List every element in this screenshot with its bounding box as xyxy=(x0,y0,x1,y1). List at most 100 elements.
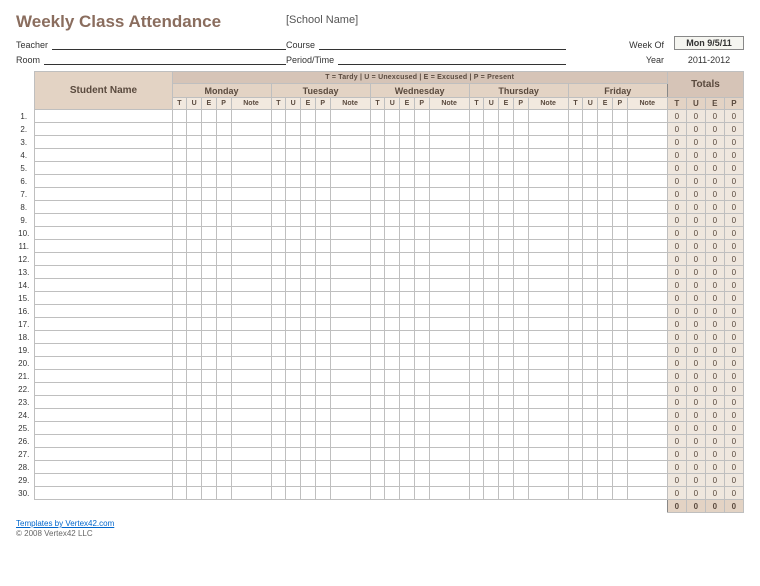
attendance-cell[interactable] xyxy=(385,253,400,266)
attendance-cell[interactable] xyxy=(400,279,415,292)
attendance-cell[interactable] xyxy=(484,162,499,175)
attendance-cell[interactable] xyxy=(231,448,271,461)
attendance-cell[interactable] xyxy=(231,461,271,474)
attendance-cell[interactable] xyxy=(429,461,469,474)
attendance-cell[interactable] xyxy=(414,396,429,409)
attendance-cell[interactable] xyxy=(513,344,528,357)
attendance-cell[interactable] xyxy=(484,110,499,123)
attendance-cell[interactable] xyxy=(400,305,415,318)
attendance-cell[interactable] xyxy=(187,409,202,422)
attendance-cell[interactable] xyxy=(414,383,429,396)
attendance-cell[interactable] xyxy=(330,149,370,162)
attendance-cell[interactable] xyxy=(315,448,330,461)
attendance-cell[interactable] xyxy=(172,253,187,266)
attendance-cell[interactable] xyxy=(187,292,202,305)
attendance-cell[interactable] xyxy=(627,422,667,435)
attendance-cell[interactable] xyxy=(330,396,370,409)
attendance-cell[interactable] xyxy=(568,370,583,383)
attendance-cell[interactable] xyxy=(568,474,583,487)
attendance-cell[interactable] xyxy=(301,370,316,383)
attendance-cell[interactable] xyxy=(370,370,385,383)
attendance-cell[interactable] xyxy=(528,162,568,175)
attendance-cell[interactable] xyxy=(484,240,499,253)
attendance-cell[interactable] xyxy=(216,461,231,474)
student-name-cell[interactable] xyxy=(35,305,172,318)
attendance-cell[interactable] xyxy=(429,110,469,123)
attendance-cell[interactable] xyxy=(231,162,271,175)
attendance-cell[interactable] xyxy=(528,253,568,266)
attendance-cell[interactable] xyxy=(187,279,202,292)
attendance-cell[interactable] xyxy=(583,149,598,162)
attendance-cell[interactable] xyxy=(315,461,330,474)
attendance-cell[interactable] xyxy=(499,162,514,175)
attendance-cell[interactable] xyxy=(499,136,514,149)
attendance-cell[interactable] xyxy=(231,435,271,448)
attendance-cell[interactable] xyxy=(216,227,231,240)
attendance-cell[interactable] xyxy=(414,331,429,344)
attendance-cell[interactable] xyxy=(499,422,514,435)
attendance-cell[interactable] xyxy=(583,292,598,305)
attendance-cell[interactable] xyxy=(216,123,231,136)
attendance-cell[interactable] xyxy=(429,292,469,305)
attendance-cell[interactable] xyxy=(627,344,667,357)
attendance-cell[interactable] xyxy=(370,175,385,188)
attendance-cell[interactable] xyxy=(568,175,583,188)
attendance-cell[interactable] xyxy=(583,383,598,396)
attendance-cell[interactable] xyxy=(429,344,469,357)
attendance-cell[interactable] xyxy=(172,461,187,474)
attendance-cell[interactable] xyxy=(370,435,385,448)
attendance-cell[interactable] xyxy=(414,240,429,253)
attendance-cell[interactable] xyxy=(568,253,583,266)
attendance-cell[interactable] xyxy=(172,188,187,201)
attendance-cell[interactable] xyxy=(315,305,330,318)
attendance-cell[interactable] xyxy=(484,474,499,487)
student-name-cell[interactable] xyxy=(35,188,172,201)
attendance-cell[interactable] xyxy=(187,344,202,357)
attendance-cell[interactable] xyxy=(370,305,385,318)
attendance-cell[interactable] xyxy=(370,201,385,214)
attendance-cell[interactable] xyxy=(370,149,385,162)
attendance-cell[interactable] xyxy=(583,214,598,227)
attendance-cell[interactable] xyxy=(499,240,514,253)
attendance-cell[interactable] xyxy=(513,435,528,448)
attendance-cell[interactable] xyxy=(370,331,385,344)
attendance-cell[interactable] xyxy=(528,318,568,331)
attendance-cell[interactable] xyxy=(568,461,583,474)
attendance-cell[interactable] xyxy=(202,188,217,201)
attendance-cell[interactable] xyxy=(231,474,271,487)
attendance-cell[interactable] xyxy=(286,383,301,396)
attendance-cell[interactable] xyxy=(499,331,514,344)
attendance-cell[interactable] xyxy=(286,123,301,136)
attendance-cell[interactable] xyxy=(172,357,187,370)
attendance-cell[interactable] xyxy=(187,266,202,279)
attendance-cell[interactable] xyxy=(598,357,613,370)
student-name-cell[interactable] xyxy=(35,227,172,240)
attendance-cell[interactable] xyxy=(627,474,667,487)
attendance-cell[interactable] xyxy=(429,214,469,227)
attendance-cell[interactable] xyxy=(513,422,528,435)
attendance-cell[interactable] xyxy=(598,266,613,279)
attendance-cell[interactable] xyxy=(385,344,400,357)
attendance-cell[interactable] xyxy=(370,253,385,266)
attendance-cell[interactable] xyxy=(499,396,514,409)
attendance-cell[interactable] xyxy=(583,136,598,149)
attendance-cell[interactable] xyxy=(484,175,499,188)
attendance-cell[interactable] xyxy=(568,110,583,123)
attendance-cell[interactable] xyxy=(499,344,514,357)
attendance-cell[interactable] xyxy=(330,435,370,448)
attendance-cell[interactable] xyxy=(172,487,187,500)
attendance-cell[interactable] xyxy=(315,435,330,448)
attendance-cell[interactable] xyxy=(315,344,330,357)
attendance-cell[interactable] xyxy=(315,318,330,331)
attendance-cell[interactable] xyxy=(414,214,429,227)
attendance-cell[interactable] xyxy=(187,188,202,201)
attendance-cell[interactable] xyxy=(469,253,484,266)
attendance-cell[interactable] xyxy=(528,149,568,162)
attendance-cell[interactable] xyxy=(568,422,583,435)
attendance-cell[interactable] xyxy=(301,175,316,188)
attendance-cell[interactable] xyxy=(627,123,667,136)
attendance-cell[interactable] xyxy=(202,396,217,409)
attendance-cell[interactable] xyxy=(400,149,415,162)
student-name-cell[interactable] xyxy=(35,357,172,370)
attendance-cell[interactable] xyxy=(231,422,271,435)
